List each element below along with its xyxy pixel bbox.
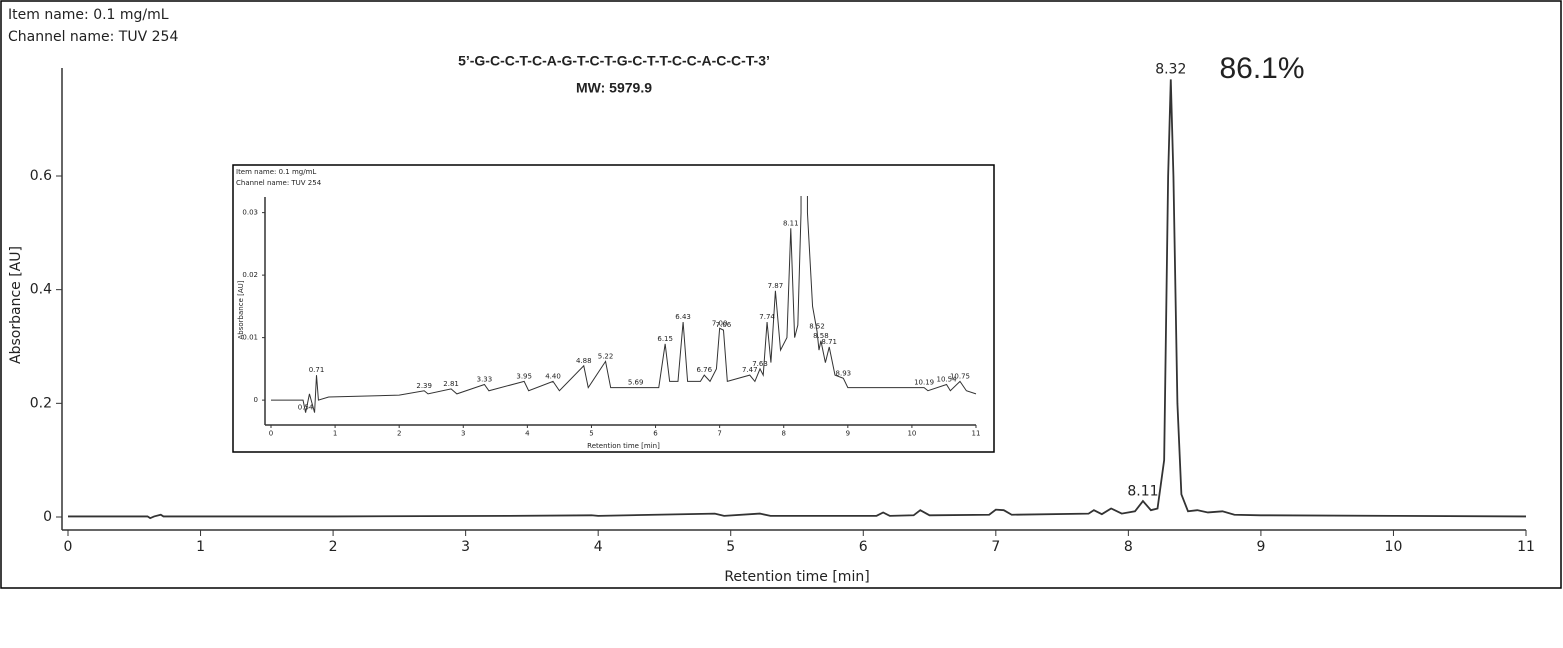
x-tick-label: 1 — [333, 430, 337, 438]
peak-label: 0.54 — [298, 404, 314, 412]
x-tick-label: 1 — [196, 539, 205, 555]
x-tick-label: 10 — [907, 430, 916, 438]
y-tick-label: 0.6 — [30, 168, 52, 184]
peak-label: 4.88 — [576, 357, 592, 365]
peak-label: 8.11 — [783, 219, 799, 227]
x-tick-label: 2 — [329, 539, 338, 555]
x-tick-label: 8 — [1124, 539, 1133, 555]
x-axis-label: Retention time [min] — [587, 442, 660, 450]
y-tick-label: 0 — [43, 509, 52, 525]
x-tick-label: 5 — [589, 430, 593, 438]
channel-name: Channel name: TUV 254 — [8, 29, 178, 45]
x-tick-label: 11 — [972, 430, 981, 438]
frame — [0, 0, 1562, 589]
peak-label: 4.40 — [545, 372, 561, 380]
peak-label: 8.71 — [821, 338, 837, 346]
x-tick-label: 6 — [859, 539, 868, 555]
x-tick-label: 2 — [397, 430, 401, 438]
peak-label: 6.15 — [657, 335, 673, 343]
trace — [68, 79, 1527, 520]
x-tick-label: 0 — [269, 430, 273, 438]
x-tick-label: 6 — [653, 430, 658, 438]
chart-title: 5’-G-C-C-T-C-A-G-T-C-T-G-C-T-T-C-C-A-C-C… — [458, 53, 770, 69]
peak-label: 5.69 — [628, 379, 644, 387]
peak-label: 3.33 — [477, 376, 493, 384]
peak-label: 7.47 — [742, 366, 758, 374]
x-tick-label: 7 — [991, 539, 1000, 555]
x-tick-label: 4 — [525, 430, 530, 438]
y-axis-label: Absorbance [AU] — [8, 246, 24, 364]
inset-channel-name: Channel name: TUV 254 — [236, 179, 322, 187]
peak-label: 8.58 — [813, 332, 829, 340]
peak-label: 10.75 — [950, 372, 970, 380]
peak-label: 2.81 — [443, 380, 459, 388]
x-tick-label: 4 — [594, 539, 603, 555]
inset-frame — [232, 164, 995, 453]
peak-label: 2.39 — [416, 382, 432, 390]
annotation: 86.1% — [1219, 52, 1304, 85]
x-tick-label: 9 — [1256, 539, 1265, 555]
chart-subtitle: MW: 5979.9 — [576, 80, 652, 96]
peak-label: 7.87 — [768, 282, 784, 290]
y-tick-label: 0.03 — [242, 209, 258, 217]
item-name: Item name: 0.1 mg/mL — [8, 7, 169, 23]
peak-label: 8.52 — [809, 322, 825, 330]
x-tick-label: 0 — [64, 539, 73, 555]
peak-label: 6.43 — [675, 313, 691, 321]
peak-label: 8.11 — [1127, 483, 1158, 499]
x-tick-label: 5 — [726, 539, 735, 555]
x-tick-label: 10 — [1385, 539, 1403, 555]
peak-label: 7.63 — [752, 360, 768, 368]
peak-label: 10.54 — [936, 376, 957, 384]
y-tick-label: 0.02 — [242, 271, 258, 279]
peak-label: 3.95 — [516, 372, 532, 380]
x-tick-label: 11 — [1517, 539, 1535, 555]
y-axis-label: Absorbance [AU] — [237, 280, 245, 339]
peak-label: 7.74 — [759, 313, 775, 321]
peak-label: 5.22 — [598, 352, 614, 360]
peak-label: 6.76 — [696, 366, 712, 374]
inset-item-name: Item name: 0.1 mg/mL — [236, 168, 316, 176]
y-tick-label: 0.2 — [30, 395, 52, 411]
peak-label: 8.32 — [1155, 62, 1186, 78]
peak-label: 8.93 — [836, 369, 852, 377]
peak-label: 10.19 — [914, 379, 934, 387]
x-axis-label: Retention time [min] — [724, 569, 869, 585]
peak-label: 7.00 — [712, 319, 728, 327]
y-tick-label: 0.01 — [242, 334, 258, 342]
x-tick-label: 7 — [717, 430, 721, 438]
x-tick-label: 3 — [461, 430, 465, 438]
x-tick-label: 3 — [461, 539, 470, 555]
x-tick-label: 9 — [846, 430, 850, 438]
trace — [271, 196, 977, 413]
peak-label: 0.71 — [309, 366, 325, 374]
x-tick-label: 8 — [781, 430, 785, 438]
peak-label: 7.06 — [716, 321, 732, 329]
y-tick-label: 0 — [254, 396, 258, 404]
y-tick-label: 0.4 — [30, 282, 52, 298]
